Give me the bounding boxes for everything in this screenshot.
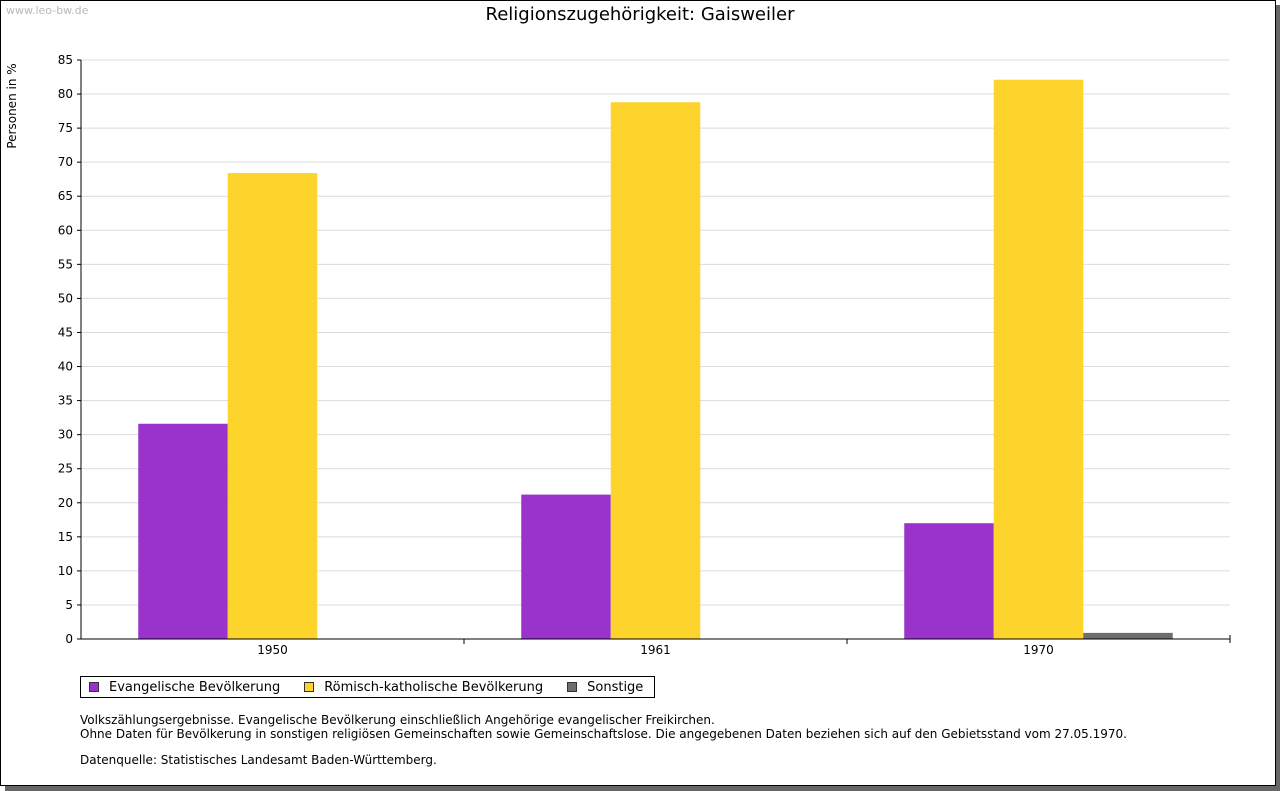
y-tick-label: 40	[58, 360, 73, 374]
legend: Evangelische Bevölkerung Römisch-katholis…	[80, 676, 656, 698]
y-tick-label: 45	[58, 325, 73, 339]
chart-notes: Volkszählungsergebnisse. Evangelische Be…	[80, 713, 1127, 767]
y-tick-label: 20	[58, 496, 73, 510]
bar-chart: Religionszugehörigkeit: Gaisweiler Perso…	[5, 4, 1231, 657]
data-source: Datenquelle: Statistisches Landesamt Bad…	[80, 753, 437, 767]
y-tick-label: 5	[65, 598, 73, 612]
legend-item: Römisch-katholische Bevölkerung	[304, 680, 543, 695]
x-tick-label: 1970	[1023, 643, 1054, 657]
y-tick-label: 60	[58, 223, 73, 237]
y-tick-label: 55	[58, 257, 73, 271]
legend-item: Sonstige	[567, 680, 643, 695]
legend-label: Evangelische Bevölkerung	[109, 679, 281, 695]
x-tick-label: 1950	[257, 643, 288, 657]
legend-label: Römisch-katholische Bevölkerung	[324, 679, 544, 695]
y-tick-label: 50	[58, 291, 73, 305]
legend-swatch	[304, 682, 315, 692]
bars	[138, 79, 1173, 640]
bar-evangelische-bev-lkerung-1970	[904, 523, 994, 639]
y-tick-label: 75	[58, 121, 73, 135]
y-tick-label: 30	[58, 428, 73, 442]
legend-item: Evangelische Bevölkerung	[89, 680, 280, 695]
y-tick-labels: 0 5 10 15 20 25 30 35 40 45 50 55 60 65 70 75 80 85	[58, 53, 81, 646]
legend-label: Sonstige	[587, 679, 644, 695]
y-tick-label: 65	[58, 189, 73, 203]
bar-evangelische-bev-lkerung-1961	[521, 494, 611, 639]
note-line-2: Ohne Daten für Bevölkerung in sonstigen …	[80, 727, 1127, 741]
bar-sonstige-1970	[1083, 632, 1173, 639]
bar-r-misch-katholische-bev-lkerung-1950	[227, 173, 318, 639]
y-tick-label: 0	[65, 632, 73, 646]
bar-evangelische-bev-lkerung-1950	[138, 423, 228, 639]
y-tick-label: 70	[58, 155, 73, 169]
watermark: www.leo-bw.de	[6, 4, 89, 17]
note-line-1: Volkszählungsergebnisse. Evangelische Be…	[80, 713, 715, 727]
y-tick-label: 85	[58, 53, 73, 67]
axes	[80, 60, 1231, 644]
legend-swatch	[89, 682, 99, 692]
y-tick-label: 80	[58, 87, 73, 101]
legend-swatch	[567, 682, 578, 692]
y-tick-label: 10	[58, 564, 73, 578]
x-tick-labels: 1950 1961 1970	[257, 643, 1054, 657]
chart-title: Religionszugehörigkeit: Gaisweiler	[486, 4, 796, 25]
y-axis-label: Personen in %	[5, 63, 19, 148]
bar-r-misch-katholische-bev-lkerung-1970	[993, 79, 1084, 639]
bar-r-misch-katholische-bev-lkerung-1961	[610, 102, 701, 640]
y-tick-label: 25	[58, 462, 73, 476]
y-tick-label: 35	[58, 394, 73, 408]
x-tick-label: 1961	[640, 643, 671, 657]
y-tick-label: 15	[58, 530, 73, 544]
